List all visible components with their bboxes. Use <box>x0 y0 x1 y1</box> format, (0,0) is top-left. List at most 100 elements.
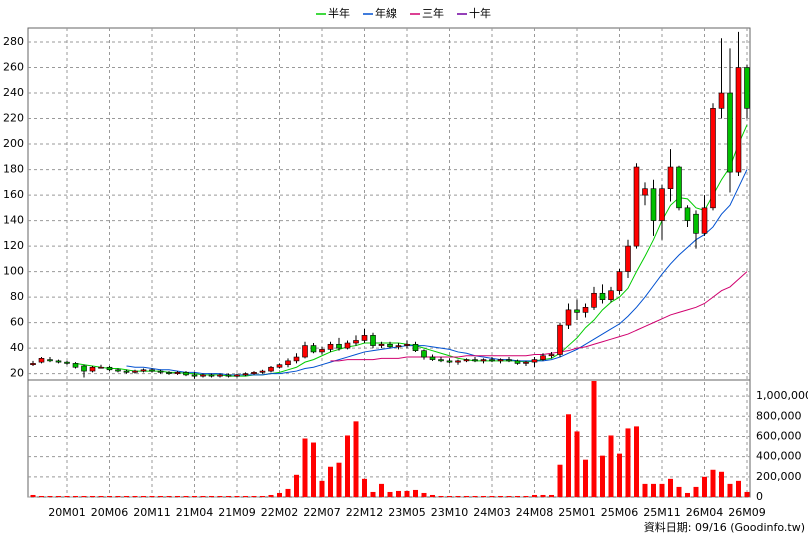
candle-body <box>225 374 232 377</box>
candle-body <box>166 372 172 374</box>
volume-bar <box>413 489 418 497</box>
candle-body <box>455 360 461 363</box>
volume-bar <box>64 495 70 497</box>
y-tick-label: 100 <box>3 265 24 278</box>
y-tick-label: 20 <box>10 367 24 380</box>
volume-bar <box>438 495 444 497</box>
y-tick-label: 60 <box>10 316 24 329</box>
y-tick-label: 180 <box>3 163 24 176</box>
volume-bar <box>566 414 571 497</box>
x-tick-label: 23M10 <box>431 506 469 519</box>
candle-body <box>174 372 181 374</box>
volume-bar <box>141 495 146 497</box>
volume-bar <box>30 494 36 497</box>
candle-body <box>200 374 206 377</box>
volume-bar <box>268 494 274 497</box>
x-tick-label: 26M04 <box>686 506 724 519</box>
volume-bar <box>396 490 401 497</box>
volume-bar <box>430 494 435 497</box>
candle-body <box>421 350 427 358</box>
volume-bar <box>328 466 333 497</box>
volume-bar <box>251 495 257 497</box>
x-tick-label: 20M06 <box>91 506 129 519</box>
volume-bar <box>234 495 240 497</box>
x-tick-label: 24M08 <box>516 506 554 519</box>
y-tick-label: 80 <box>10 290 24 303</box>
candle-body <box>183 372 189 376</box>
candle-body <box>361 335 368 341</box>
volume-bar <box>600 455 605 497</box>
volume-bar <box>200 495 206 497</box>
candle-body <box>72 363 79 368</box>
x-tick-label: 20M11 <box>133 506 171 519</box>
volume-bar <box>583 459 588 497</box>
candle-body <box>582 307 589 313</box>
x-tick-label: 25M01 <box>558 506 596 519</box>
volume-bar <box>192 495 197 497</box>
candle-body <box>89 366 96 372</box>
y-tick-label: 120 <box>3 239 24 252</box>
volume-bar <box>319 480 325 497</box>
candle-body <box>64 361 70 364</box>
candle-body <box>217 374 223 377</box>
volume-bar <box>353 421 359 497</box>
volume-bar <box>710 469 716 497</box>
candle-body <box>463 359 470 362</box>
candle-body <box>81 365 87 372</box>
volume-bar <box>166 495 172 497</box>
y-tick-label: 160 <box>3 188 24 201</box>
volume-tick-label: 400,000 <box>756 450 802 463</box>
x-tick-label: 25M11 <box>643 506 681 519</box>
volume-bar <box>149 495 155 497</box>
candle-body <box>489 359 495 362</box>
volume-bar <box>642 483 648 497</box>
candle-body <box>735 67 742 173</box>
candle-body <box>378 343 385 346</box>
candle-body <box>506 359 512 362</box>
volume-bar <box>226 495 231 497</box>
candle-body <box>327 343 334 350</box>
candle-body <box>259 370 266 373</box>
candle-body <box>540 355 546 360</box>
x-tick-label: 20M01 <box>48 506 86 519</box>
volume-bar <box>540 494 546 497</box>
volume-bar <box>464 495 469 497</box>
candle-body <box>565 309 572 326</box>
candle-body <box>608 290 614 300</box>
candle-body <box>684 207 691 221</box>
volume-bar <box>124 495 129 497</box>
volume-bar <box>617 453 622 497</box>
y-tick-label: 40 <box>10 341 24 354</box>
candle-body <box>531 359 538 363</box>
candle-body <box>599 292 606 300</box>
volume-bar <box>56 495 61 497</box>
candle-body <box>693 213 699 234</box>
candle-body <box>633 166 640 247</box>
candle-body <box>132 370 138 373</box>
volume-bar <box>523 495 529 497</box>
volume-bar <box>73 495 78 497</box>
candle-body <box>557 324 563 355</box>
x-tick-label: 21M04 <box>176 506 214 519</box>
volume-bar <box>651 483 656 497</box>
x-tick-label: 22M02 <box>261 506 299 519</box>
candle-body <box>140 369 147 372</box>
volume-bar <box>345 435 350 497</box>
legend-label: 十年 <box>469 6 491 20</box>
candle-body <box>625 245 631 272</box>
candle-body <box>642 188 648 196</box>
candle-body <box>523 361 529 364</box>
candle-body <box>429 356 436 360</box>
volume-bar <box>107 495 112 497</box>
volume-bar <box>209 495 214 497</box>
candle-body <box>497 359 504 362</box>
volume-bar <box>39 495 44 497</box>
volume-tick-label: 0 <box>756 490 763 503</box>
y-tick-label: 200 <box>3 137 24 150</box>
candle-body <box>251 372 257 374</box>
volume-bar <box>370 491 376 497</box>
legend-label: 半年 <box>328 6 350 20</box>
volume-tick-label: 800,000 <box>756 409 802 422</box>
candle-body <box>574 309 580 313</box>
